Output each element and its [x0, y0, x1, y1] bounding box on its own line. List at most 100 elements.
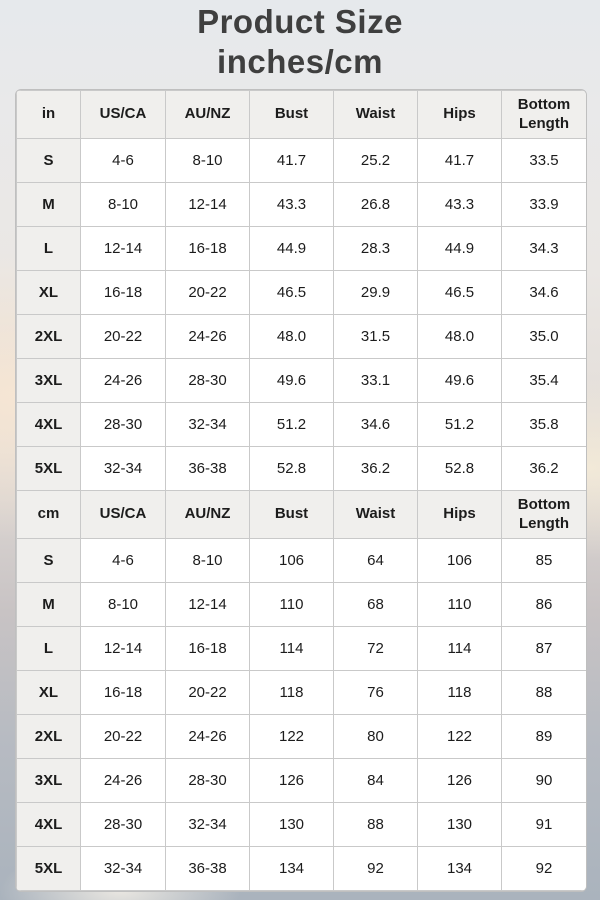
- column-header: Waist: [333, 490, 418, 539]
- value-cell: 49.6: [249, 358, 334, 403]
- table-row: 5XL 32-34 36-38 52.8 36.2 52.8 36.2: [16, 446, 586, 491]
- value-cell: 88: [501, 670, 586, 715]
- value-cell: 118: [417, 670, 502, 715]
- value-cell: 34.6: [333, 402, 418, 447]
- value-cell: 92: [333, 846, 418, 891]
- value-cell: 130: [249, 802, 334, 847]
- value-cell: 52.8: [417, 446, 502, 491]
- value-cell: 64: [333, 538, 418, 583]
- value-cell: 36.2: [501, 446, 586, 491]
- value-cell: 12-14: [80, 226, 166, 271]
- size-label-cell: 2XL: [16, 714, 81, 759]
- value-cell: 51.2: [249, 402, 334, 447]
- value-cell: 36-38: [165, 446, 250, 491]
- value-cell: 51.2: [417, 402, 502, 447]
- header-row: in US/CA AU/NZ Bust Waist Hips Bottom Length: [16, 90, 586, 139]
- column-header: Bottom Length: [501, 90, 586, 139]
- value-cell: 43.3: [417, 182, 502, 227]
- column-header: Bust: [249, 490, 334, 539]
- size-label-cell: 4XL: [16, 802, 81, 847]
- value-cell: 85: [501, 538, 586, 583]
- value-cell: 33.9: [501, 182, 586, 227]
- value-cell: 48.0: [417, 314, 502, 359]
- value-cell: 130: [417, 802, 502, 847]
- value-cell: 44.9: [249, 226, 334, 271]
- value-cell: 86: [501, 582, 586, 627]
- size-label-cell: L: [16, 226, 81, 271]
- size-label-cell: S: [16, 538, 81, 583]
- value-cell: 31.5: [333, 314, 418, 359]
- size-label-cell: XL: [16, 670, 81, 715]
- size-table-container: in US/CA AU/NZ Bust Waist Hips Bottom Length S 4…: [15, 89, 587, 892]
- value-cell: 84: [333, 758, 418, 803]
- value-cell: 33.1: [333, 358, 418, 403]
- value-cell: 32-34: [80, 446, 166, 491]
- value-cell: 16-18: [80, 670, 166, 715]
- table-row: 2XL 20-22 24-26 48.0 31.5 48.0 35.0: [16, 314, 586, 359]
- header-row: cm US/CA AU/NZ Bust Waist Hips Bottom Length: [16, 490, 586, 539]
- value-cell: 12-14: [165, 182, 250, 227]
- size-label-cell: 3XL: [16, 758, 81, 803]
- value-cell: 68: [333, 582, 418, 627]
- value-cell: 28.3: [333, 226, 418, 271]
- value-cell: 32-34: [80, 846, 166, 891]
- value-cell: 36-38: [165, 846, 250, 891]
- table-row: 3XL 24-26 28-30 49.6 33.1 49.6 35.4: [16, 358, 586, 403]
- value-cell: 118: [249, 670, 334, 715]
- value-cell: 25.2: [333, 138, 418, 183]
- value-cell: 16-18: [80, 270, 166, 315]
- value-cell: 76: [333, 670, 418, 715]
- value-cell: 134: [417, 846, 502, 891]
- unit-header-cell: in: [16, 90, 81, 139]
- value-cell: 88: [333, 802, 418, 847]
- value-cell: 49.6: [417, 358, 502, 403]
- value-cell: 46.5: [249, 270, 334, 315]
- value-cell: 114: [249, 626, 334, 671]
- value-cell: 29.9: [333, 270, 418, 315]
- value-cell: 36.2: [333, 446, 418, 491]
- value-cell: 24-26: [80, 758, 166, 803]
- size-label-cell: 2XL: [16, 314, 81, 359]
- value-cell: 8-10: [165, 138, 250, 183]
- value-cell: 89: [501, 714, 586, 759]
- table-row: XL 16-18 20-22 118 76 118 88: [16, 670, 586, 715]
- value-cell: 43.3: [249, 182, 334, 227]
- table-row: S 4-6 8-10 106 64 106 85: [16, 538, 586, 583]
- value-cell: 16-18: [165, 226, 250, 271]
- value-cell: 44.9: [417, 226, 502, 271]
- value-cell: 35.4: [501, 358, 586, 403]
- table-row: 3XL 24-26 28-30 126 84 126 90: [16, 758, 586, 803]
- value-cell: 26.8: [333, 182, 418, 227]
- value-cell: 106: [417, 538, 502, 583]
- value-cell: 41.7: [417, 138, 502, 183]
- value-cell: 28-30: [165, 358, 250, 403]
- table-row: L 12-14 16-18 114 72 114 87: [16, 626, 586, 671]
- page-title-line2: inches/cm: [217, 43, 383, 80]
- value-cell: 12-14: [80, 626, 166, 671]
- column-header: US/CA: [80, 490, 166, 539]
- column-header: US/CA: [80, 90, 166, 139]
- value-cell: 8-10: [165, 538, 250, 583]
- size-label-cell: XL: [16, 270, 81, 315]
- size-label-cell: 5XL: [16, 846, 81, 891]
- column-header: Hips: [417, 490, 502, 539]
- value-cell: 92: [501, 846, 586, 891]
- value-cell: 32-34: [165, 802, 250, 847]
- size-label-cell: M: [16, 182, 81, 227]
- value-cell: 80: [333, 714, 418, 759]
- value-cell: 134: [249, 846, 334, 891]
- size-label-cell: 5XL: [16, 446, 81, 491]
- value-cell: 8-10: [80, 182, 166, 227]
- table-row: L 12-14 16-18 44.9 28.3 44.9 34.3: [16, 226, 586, 271]
- value-cell: 8-10: [80, 582, 166, 627]
- value-cell: 16-18: [165, 626, 250, 671]
- value-cell: 35.0: [501, 314, 586, 359]
- column-header: Bust: [249, 90, 334, 139]
- column-header: Waist: [333, 90, 418, 139]
- value-cell: 126: [249, 758, 334, 803]
- value-cell: 20-22: [80, 714, 166, 759]
- value-cell: 20-22: [165, 270, 250, 315]
- value-cell: 110: [417, 582, 502, 627]
- value-cell: 114: [417, 626, 502, 671]
